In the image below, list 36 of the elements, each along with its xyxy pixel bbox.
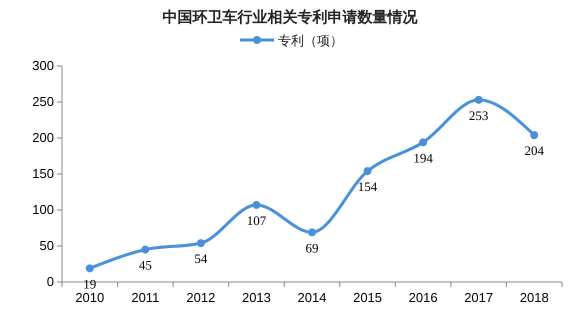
point (252, 200, 260, 209)
y-tick-label: 250 (32, 94, 54, 109)
point (530, 131, 538, 140)
data-label: 45 (138, 258, 152, 273)
x-tick-label: 2018 (520, 290, 549, 305)
y-tick-label: 150 (32, 166, 54, 181)
y-tick-label: 50 (40, 238, 54, 253)
data-label: 19 (83, 276, 96, 292)
data-label: 69 (306, 240, 318, 256)
y-tick-label: 100 (32, 202, 54, 217)
y-tick-label: 300 (32, 58, 54, 73)
x-tick-label: 2013 (242, 290, 271, 305)
y-tick-label: 0 (46, 274, 54, 289)
x-tick-label: 2010 (75, 290, 104, 305)
x-tick-label: 2014 (298, 290, 326, 305)
data-label: 253 (468, 108, 488, 123)
point (196, 239, 205, 248)
point (86, 264, 94, 272)
x-tick-label: 2015 (353, 290, 382, 305)
y-tick-label: 200 (32, 130, 54, 145)
x-tick-label: 2012 (186, 290, 216, 305)
data-label: 154 (358, 179, 378, 194)
point (364, 167, 372, 176)
point (141, 246, 150, 254)
x-tick-label: 2017 (464, 290, 494, 305)
point (419, 138, 428, 146)
data-label: 107 (246, 212, 267, 228)
legend-label: 专利（项） (278, 34, 343, 49)
data-label: 194 (413, 150, 434, 166)
point (308, 228, 316, 236)
data-label: 54 (194, 251, 208, 266)
chart-title: 中国环卫车行业相关专利申请数量情况 (162, 8, 418, 26)
x-tick-label: 2016 (408, 290, 438, 305)
data-label: 204 (524, 143, 544, 158)
point (474, 96, 483, 104)
x-tick-label: 2011 (131, 290, 160, 305)
